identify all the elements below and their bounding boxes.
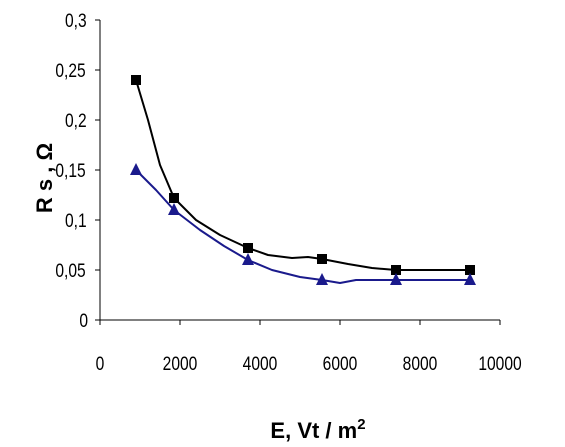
data-point-triangle [464, 273, 476, 285]
data-point-square [317, 254, 327, 264]
y-ticks: 0 0,05 0,1 0,15 0,2 0,25 0,3 [55, 10, 100, 332]
y-tick-label: 0,05 [55, 260, 85, 282]
x-ticks: 0 2000 4000 6000 8000 10000 [96, 320, 522, 374]
data-point-triangle [168, 203, 180, 215]
y-tick-label: 0,3 [65, 10, 87, 32]
data-point-square [465, 265, 475, 275]
series-2 [130, 163, 476, 285]
x-tick-label: 2000 [163, 353, 198, 375]
x-tick-label: 10000 [478, 353, 521, 375]
series-line [135, 169, 470, 284]
data-point-triangle [316, 273, 328, 285]
series-1 [131, 75, 475, 275]
y-tick-label: 0,15 [55, 160, 85, 182]
data-point-triangle [130, 163, 142, 175]
y-tick-label: 0,25 [55, 60, 85, 82]
y-axis-title: R s , Ω [32, 143, 57, 213]
data-point-square [169, 193, 179, 203]
y-tick-label: 0,1 [65, 210, 87, 232]
y-tick-label: 0 [79, 310, 88, 332]
data-point-square [243, 243, 253, 253]
x-tick-label: 4000 [243, 353, 278, 375]
x-axis-title-text: E, Vt / m [270, 418, 357, 443]
data-point-triangle [390, 273, 402, 285]
series-line [135, 79, 470, 271]
x-tick-label: 6000 [323, 353, 358, 375]
series-layer [130, 75, 476, 285]
data-point-triangle [242, 253, 254, 265]
x-tick-label: 0 [96, 353, 105, 375]
data-point-square [131, 75, 141, 85]
plot-area: 0 0,05 0,1 0,15 0,2 0,25 0,3 0 2000 4000 6000 8000… [55, 10, 521, 375]
x-tick-label: 8000 [403, 353, 438, 375]
x-axis-title-superscript: 2 [357, 416, 365, 433]
y-tick-label: 0,2 [65, 110, 87, 132]
x-axis-title: E, Vt / m2 [270, 416, 365, 443]
data-point-square [391, 265, 401, 275]
